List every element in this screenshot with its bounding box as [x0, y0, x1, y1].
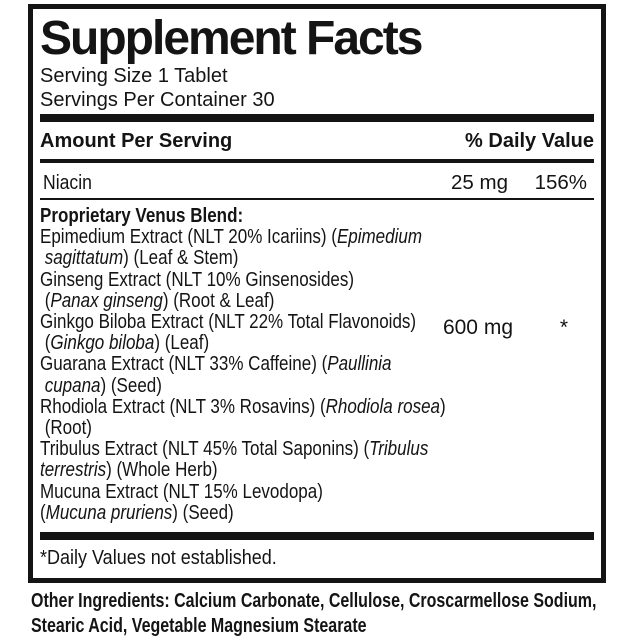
blend-line: terrestris) (Whole Herb) [40, 459, 218, 482]
divider-thin [40, 198, 594, 200]
supplement-facts-panel: Supplement Facts Serving Size 1 Tablet S… [28, 4, 606, 583]
blend-daily-value-asterisk: * [559, 316, 568, 339]
blend-line: (Panax ginseng) (Root & Leaf) [40, 289, 275, 312]
blend-amount: 600 mg [442, 316, 513, 339]
blend-line: (Mucuna pruriens) (Seed) [40, 501, 234, 524]
blend-line: Tribulus Extract (NLT 45% Total Saponins… [40, 438, 429, 461]
column-header-row: Amount Per Serving % Daily Value [40, 129, 594, 153]
blend-line: (Root) [40, 417, 92, 440]
blend-line: Proprietary Venus Blend: [40, 205, 244, 227]
blend-line: sagittatum) (Leaf & Stem) [44, 247, 239, 270]
serving-size: Serving Size 1 Tablet [40, 65, 228, 87]
nutrient-name: Niacin [43, 172, 92, 194]
other-ingredients-line: Other Ingredients: Calcium Carbonate, Ce… [31, 590, 597, 612]
divider-thick-top [40, 114, 594, 122]
other-ingredients-line: Stearic Acid, Vegetable Magnesium Steara… [31, 615, 367, 637]
blend-line: Guarana Extract (NLT 33% Caffeine) (Paul… [40, 353, 392, 376]
blend-line: Rhodiola Extract (NLT 3% Rosavins) (Rhod… [40, 395, 446, 418]
daily-value-footnote: *Daily Values not established. [40, 547, 277, 570]
daily-value-header: % Daily Value [465, 130, 594, 152]
blend-line: Mucuna Extract (NLT 15% Levodopa) [40, 480, 323, 503]
divider-thick-bottom [40, 532, 594, 541]
proprietary-blend-block: Proprietary Venus Blend: Epimedium Extrac… [40, 205, 594, 524]
other-ingredients: Other Ingredients: Calcium Carbonate, Ce… [31, 589, 640, 639]
blend-line: Ginkgo Biloba Extract (NLT 22% Total Fla… [40, 311, 417, 334]
blend-line: cupana) (Seed) [44, 374, 162, 397]
amount-per-serving-header: Amount Per Serving [40, 130, 233, 152]
blend-line: Ginseng Extract (NLT 10% Ginsenosides) [40, 268, 355, 291]
panel-title: Supplement Facts [40, 12, 423, 65]
blend-line: Epimedium Extract (NLT 20% Icariins) (Ep… [40, 226, 422, 249]
nutrient-row-niacin: Niacin 25 mg 156% [40, 170, 594, 196]
nutrient-daily-value: 156% [534, 171, 587, 194]
blend-ingredient-list: Proprietary Venus Blend: Epimedium Extrac… [40, 205, 594, 524]
blend-line: (Ginkgo biloba) (Leaf) [40, 332, 210, 355]
nutrient-amount: 25 mg [451, 171, 508, 194]
divider-medium [40, 159, 594, 163]
servings-per-container: Servings Per Container 30 [40, 89, 275, 111]
